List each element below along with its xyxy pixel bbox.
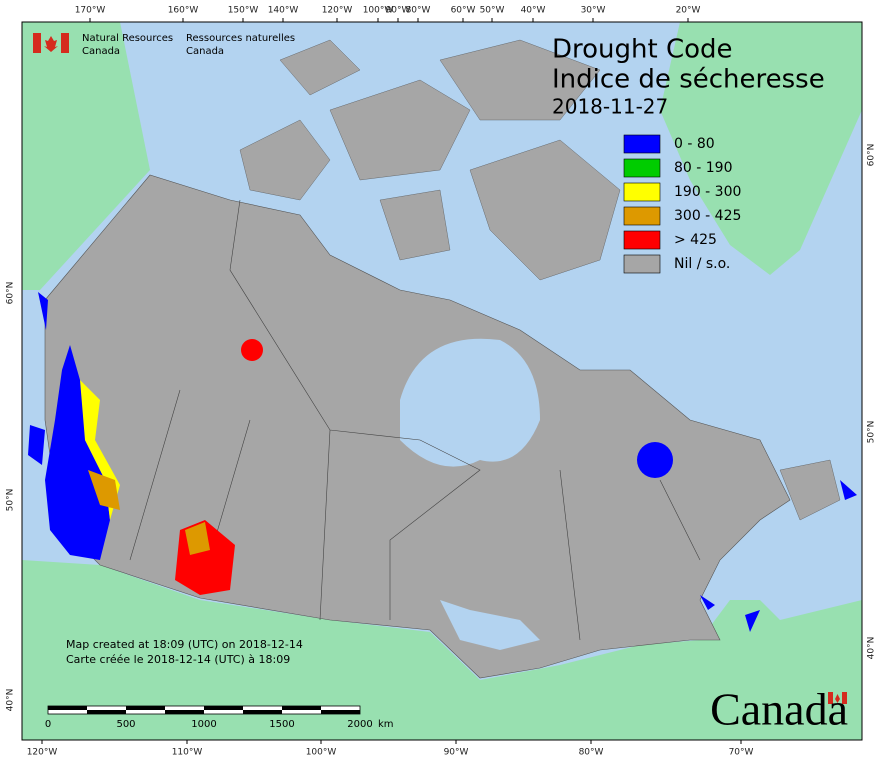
legend-swatch	[623, 230, 661, 250]
graticule-label: 100°W	[363, 6, 394, 16]
scale-unit: km	[378, 719, 394, 730]
scale-segment	[165, 710, 204, 714]
flag	[61, 33, 69, 53]
graticule-label: 140°W	[268, 6, 299, 16]
scale-segment	[87, 710, 126, 714]
graticule-label: 50°W	[480, 6, 505, 16]
usa	[22, 560, 862, 740]
graticule-label: 60°W	[451, 6, 476, 16]
credit: Map created at 18:09 (UTC) on 2018-12-14	[66, 638, 303, 651]
legend-swatch	[623, 206, 661, 226]
scale-label: 1000	[191, 719, 216, 730]
fire-area	[241, 339, 263, 361]
arctic-islands	[239, 39, 841, 521]
scale-segment	[48, 706, 87, 710]
graticule-label: 160°W	[168, 6, 199, 16]
graticule-label: 70°W	[729, 748, 754, 758]
scale-label: 2000	[347, 719, 372, 730]
graticule-label: 80°W	[579, 748, 604, 758]
scale-segment	[243, 710, 282, 714]
scale-segment	[321, 710, 360, 714]
flag	[828, 692, 833, 704]
title: Drought Code	[552, 35, 733, 65]
great-lakes	[440, 600, 540, 650]
graticule-label: 40°N	[6, 689, 16, 712]
flag	[33, 33, 41, 53]
graticule-label: 50°N	[867, 421, 877, 444]
graticule-label: 40°N	[867, 637, 877, 660]
maple-leaf	[44, 36, 58, 52]
graticule-label: 50°N	[6, 489, 16, 512]
scale-label: 1500	[269, 719, 294, 730]
fire-area	[88, 470, 120, 510]
graticule-label: 30°W	[581, 6, 606, 16]
legend-swatch	[623, 182, 661, 202]
graticule-label: 90°W	[386, 6, 411, 16]
boundaries	[129, 199, 701, 641]
date: 2018-11-27	[552, 95, 668, 119]
graticule-label: 100°W	[306, 748, 337, 758]
graticule-label: 60°N	[867, 144, 877, 167]
credit: Carte créée le 2018-12-14 (UTC) à 18:09	[66, 653, 290, 666]
greenland	[660, 22, 862, 275]
fire-area	[637, 442, 673, 478]
legend-label: Nil / s.o.	[674, 256, 730, 272]
scale-segment	[126, 706, 165, 710]
graticule-label: 40°W	[521, 6, 546, 16]
frame	[21, 21, 863, 741]
legend-label: 300 - 425	[674, 208, 741, 224]
graticule-label: 170°W	[75, 6, 106, 16]
title: Indice de sécheresse	[552, 65, 825, 95]
agency-fr: Ressources naturelles	[186, 33, 295, 44]
graticule-label: 110°W	[172, 748, 203, 758]
legend-label: 0 - 80	[674, 136, 715, 152]
legend-label: 80 - 190	[674, 160, 733, 176]
legend-label: > 425	[674, 232, 717, 248]
scale-label: 500	[116, 719, 135, 730]
legend-swatch	[623, 158, 661, 178]
graticule-label: 120°W	[27, 748, 58, 758]
agency-fr: Canada	[186, 46, 224, 57]
graticule-label: 90°W	[444, 748, 469, 758]
graticule-label: 120°W	[322, 6, 353, 16]
graticule-label: 150°W	[228, 6, 259, 16]
flag	[842, 692, 847, 704]
alaska	[22, 22, 150, 290]
fire-area	[185, 522, 210, 555]
legend-swatch	[623, 254, 661, 274]
graticule-label: 20°W	[676, 6, 701, 16]
hudson-bay	[400, 338, 540, 467]
agency-en: Natural Resources	[82, 33, 173, 44]
agency-en: Canada	[82, 46, 120, 57]
legend-swatch	[623, 134, 661, 154]
maple-leaf	[835, 694, 840, 703]
graticule-label: 60°N	[6, 282, 16, 305]
legend-label: 190 - 300	[674, 184, 741, 200]
wordmark: Canada	[710, 684, 848, 735]
scale-segment	[204, 706, 243, 710]
scale-segment	[282, 706, 321, 710]
graticule-label: 80°W	[406, 6, 431, 16]
scale-label: 0	[45, 719, 51, 730]
